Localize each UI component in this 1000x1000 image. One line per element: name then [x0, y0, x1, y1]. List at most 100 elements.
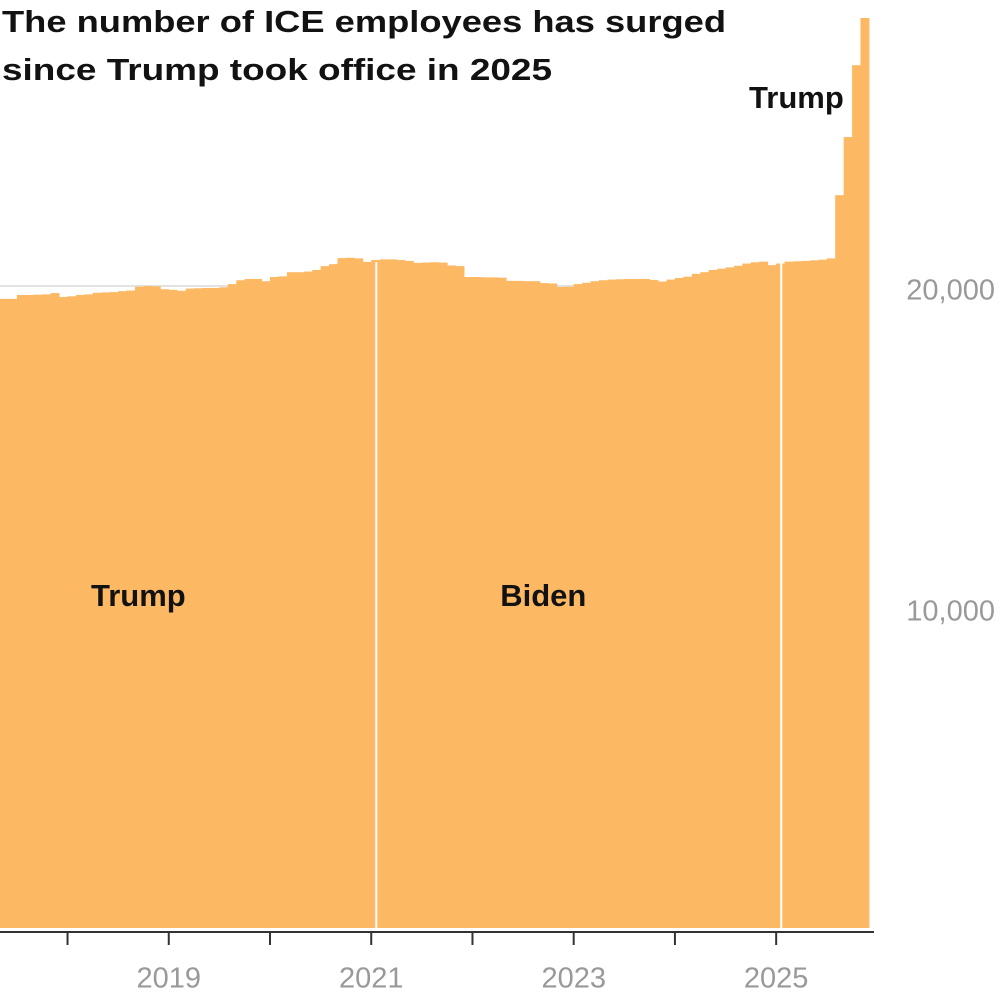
bar: [649, 279, 659, 928]
bar: [362, 261, 372, 929]
bar: [615, 279, 625, 928]
bar: [632, 278, 642, 928]
bar: [683, 276, 693, 928]
bar: [261, 281, 271, 929]
bar: [759, 261, 769, 928]
bar: [590, 281, 600, 929]
bar: [253, 278, 262, 928]
bar: [202, 287, 212, 928]
bar: [472, 277, 482, 928]
bar: [67, 296, 77, 928]
bar: [556, 286, 566, 929]
bar: [801, 260, 811, 928]
bar: [700, 272, 710, 928]
bar: [599, 280, 608, 928]
bar: [691, 273, 701, 928]
bar: [278, 276, 288, 929]
bar: [50, 293, 60, 928]
bar: [523, 281, 532, 929]
bar: [843, 137, 853, 928]
bar: [489, 277, 499, 928]
bar: [185, 288, 195, 929]
bar: [818, 259, 828, 928]
bar: [497, 277, 507, 928]
bar: [506, 280, 516, 928]
bar: [826, 258, 836, 928]
bar: [109, 292, 119, 928]
bar: [354, 258, 364, 928]
x-tick-label: 2019: [137, 963, 202, 995]
bar: [809, 260, 819, 929]
bar: [750, 262, 760, 928]
bar: [337, 258, 347, 928]
bar: [59, 296, 68, 928]
bar: [717, 268, 726, 928]
bar: [658, 281, 667, 928]
annotation: Biden: [500, 578, 586, 613]
bar: [607, 279, 617, 929]
bar: [464, 277, 473, 928]
x-tick-label: 2021: [339, 963, 404, 995]
bar: [194, 288, 203, 928]
bar: [582, 282, 592, 929]
bar: [8, 298, 18, 929]
bar: [312, 269, 322, 929]
bar: [430, 262, 440, 928]
bar: [126, 290, 136, 928]
bar: [860, 17, 870, 929]
bar: [767, 265, 777, 929]
bar: [548, 283, 558, 928]
annotation: Trump: [91, 578, 186, 613]
bar: [421, 262, 431, 928]
bar: [345, 257, 355, 928]
bar: [835, 195, 845, 929]
bar: [480, 277, 490, 928]
chart-title: since Trump took office in 2025: [2, 52, 552, 87]
bar: [16, 294, 26, 929]
bar: [784, 261, 794, 928]
bar: [725, 267, 735, 928]
bar: [531, 281, 541, 929]
bar: [413, 262, 423, 928]
bar: [388, 259, 397, 928]
bar: [42, 294, 52, 928]
bar: [168, 289, 178, 928]
bar: [641, 278, 651, 928]
x-tick-label: 2023: [541, 963, 606, 995]
bar: [303, 271, 313, 929]
bar: [320, 266, 330, 928]
bar: [404, 260, 414, 928]
bar: [160, 289, 170, 929]
bar: [143, 286, 153, 929]
bar: [75, 294, 85, 929]
bar: [674, 277, 684, 929]
bar: [33, 294, 43, 928]
y-tick-label: 20,000: [906, 275, 995, 307]
bar: [514, 280, 524, 928]
bar: [455, 266, 465, 928]
bar: [244, 278, 254, 928]
bar: [666, 279, 676, 929]
bar: [92, 292, 102, 928]
bar: [438, 262, 448, 928]
bar: [135, 286, 144, 928]
bar: [227, 284, 237, 928]
bar: [84, 294, 94, 928]
bar: [236, 280, 246, 928]
bar: [624, 278, 634, 928]
chart-title: The number of ICE employees has surged: [2, 4, 726, 39]
y-tick-label: 10,000: [906, 596, 995, 628]
bar: [295, 272, 305, 928]
bar: [447, 265, 456, 928]
bar: [101, 292, 111, 929]
bar: [0, 298, 9, 929]
bar: [379, 259, 389, 928]
bar: [793, 261, 802, 928]
bar: [118, 291, 127, 928]
bar: [565, 286, 575, 928]
bar: [852, 65, 861, 928]
bar: [742, 263, 752, 929]
bar: [286, 272, 296, 928]
bar: [219, 287, 229, 928]
